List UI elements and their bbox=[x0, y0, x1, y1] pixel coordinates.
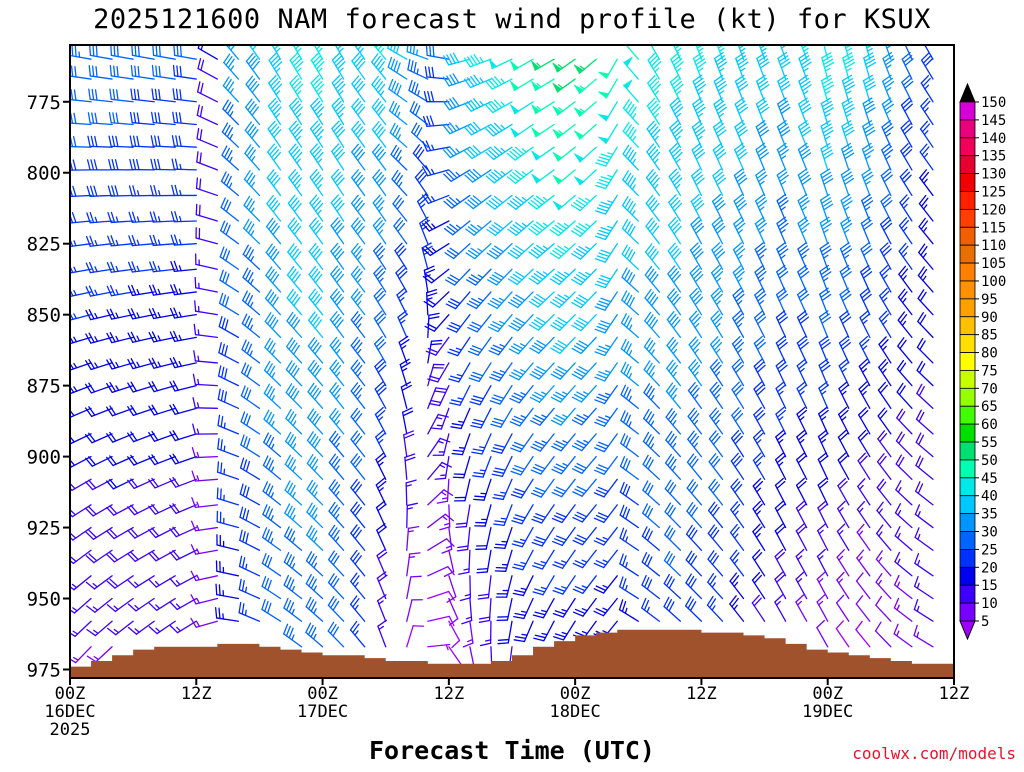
barb-flag bbox=[114, 46, 115, 56]
barb-flag bbox=[135, 46, 136, 56]
barb-half-flag bbox=[224, 446, 225, 451]
barb-flag bbox=[217, 488, 218, 498]
barb-half-flag bbox=[443, 498, 448, 499]
barb-half-flag bbox=[480, 470, 485, 471]
barb-half-flag bbox=[501, 518, 506, 519]
barb-flag bbox=[138, 46, 139, 56]
barb-half-flag bbox=[408, 531, 413, 532]
barb-flag bbox=[195, 301, 196, 311]
barb-half-flag bbox=[459, 421, 464, 422]
barb-half-flag bbox=[480, 447, 485, 448]
barb-flag bbox=[474, 499, 484, 500]
barb-flag bbox=[177, 46, 178, 56]
barb-flag bbox=[72, 46, 73, 56]
barb-flag bbox=[499, 640, 509, 641]
barb-half-flag bbox=[224, 423, 225, 428]
barb-flag bbox=[433, 46, 434, 56]
barb-flag bbox=[216, 584, 217, 594]
barb-flag bbox=[456, 527, 466, 528]
barb-flag bbox=[498, 643, 508, 644]
barb-flag bbox=[197, 178, 198, 188]
barb-flag bbox=[111, 45, 112, 55]
barb-half-flag bbox=[522, 634, 527, 635]
barb-half-flag bbox=[245, 610, 246, 615]
barb-half-flag bbox=[460, 448, 465, 449]
barb-flag bbox=[132, 45, 133, 55]
barb-flag bbox=[431, 344, 441, 345]
barb-flag bbox=[431, 340, 441, 341]
barb-half-flag bbox=[501, 492, 506, 493]
barb-flag bbox=[475, 496, 485, 497]
barb-flag bbox=[457, 523, 467, 524]
barb-flag bbox=[477, 572, 487, 573]
chart-title: 2025121600 NAM forecast wind profile (kt… bbox=[93, 4, 931, 35]
barb-flag bbox=[495, 547, 505, 548]
barb-flag bbox=[496, 544, 506, 545]
barb-flag bbox=[430, 46, 431, 56]
barb-flag bbox=[413, 626, 423, 627]
barb-flag bbox=[153, 45, 154, 55]
barb-flag bbox=[478, 569, 488, 570]
barb-flag bbox=[156, 46, 157, 56]
barb-half-flag bbox=[198, 330, 199, 335]
barb-flag bbox=[160, 46, 161, 56]
barb-flag bbox=[411, 576, 421, 577]
barb-half-flag bbox=[246, 587, 247, 592]
barb-flag bbox=[117, 46, 118, 56]
barb-half-flag bbox=[409, 557, 414, 558]
barb-half-flag bbox=[198, 356, 199, 361]
barb-half-flag bbox=[437, 425, 442, 426]
barb-flag bbox=[93, 46, 94, 56]
barb-flag bbox=[96, 46, 97, 56]
barb-flag bbox=[195, 277, 196, 287]
barb-flag bbox=[221, 489, 222, 499]
barb-flag bbox=[75, 46, 76, 56]
barb-flag bbox=[221, 463, 222, 473]
barb-half-flag bbox=[417, 50, 418, 55]
barb-flag bbox=[219, 585, 220, 595]
barb-flag bbox=[200, 179, 201, 189]
barb-flag bbox=[174, 45, 175, 55]
barb-flag bbox=[181, 46, 182, 56]
barb-flag bbox=[426, 45, 427, 55]
barb-flag bbox=[218, 462, 219, 472]
barb-flag bbox=[90, 45, 91, 55]
